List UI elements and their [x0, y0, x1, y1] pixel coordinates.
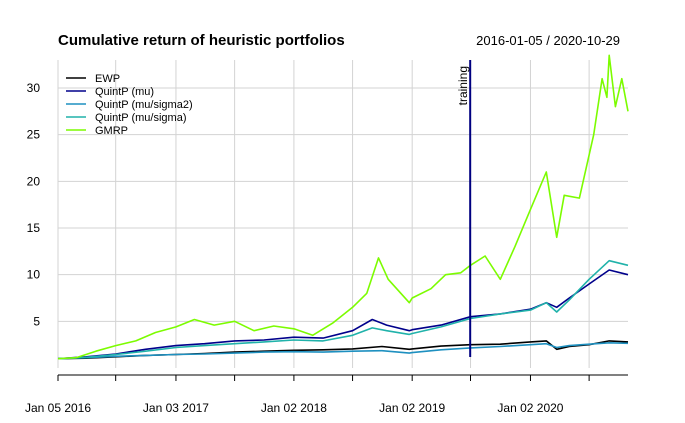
legend-label: QuintP (mu/sigma): [95, 112, 187, 124]
legend-label: QuintP (mu/sigma2): [95, 99, 193, 111]
legend-label: EWP: [95, 73, 120, 85]
chart-title: Cumulative return of heuristic portfolio…: [58, 32, 345, 49]
y-tick-label: 25: [27, 128, 41, 142]
x-tick-label: Jan 02 2018: [261, 401, 327, 415]
x-tick-label: Jan 05 2016: [25, 401, 91, 415]
series-line: [57, 54, 629, 360]
x-tick-label: Jan 03 2017: [143, 401, 209, 415]
axes: 5 10 15 20 25 30 Jan 05 2016 Jan 03 2017 Jan 02 …: [25, 81, 628, 415]
y-tick-label: 20: [27, 174, 41, 188]
y-tick-label: 30: [27, 81, 41, 95]
series-line: [57, 269, 629, 360]
x-tick-label: Jan 02 2019: [379, 401, 445, 415]
y-tick-label: 5: [33, 314, 40, 328]
series-line: [57, 259, 629, 360]
y-tick-label: 15: [27, 221, 41, 235]
chart-date-range: 2016-01-05 / 2020-10-29: [476, 33, 620, 48]
x-tick-label: Jan 02 2020: [497, 401, 563, 415]
y-tick-label: 10: [27, 268, 41, 282]
legend-label: QuintP (mu): [95, 86, 154, 98]
legend-label: GMRP: [95, 125, 128, 137]
series-lines: [57, 54, 629, 360]
training-label: training: [456, 66, 470, 105]
series-line: [57, 341, 629, 360]
grid: [57, 60, 628, 368]
annotation: training: [456, 60, 472, 357]
